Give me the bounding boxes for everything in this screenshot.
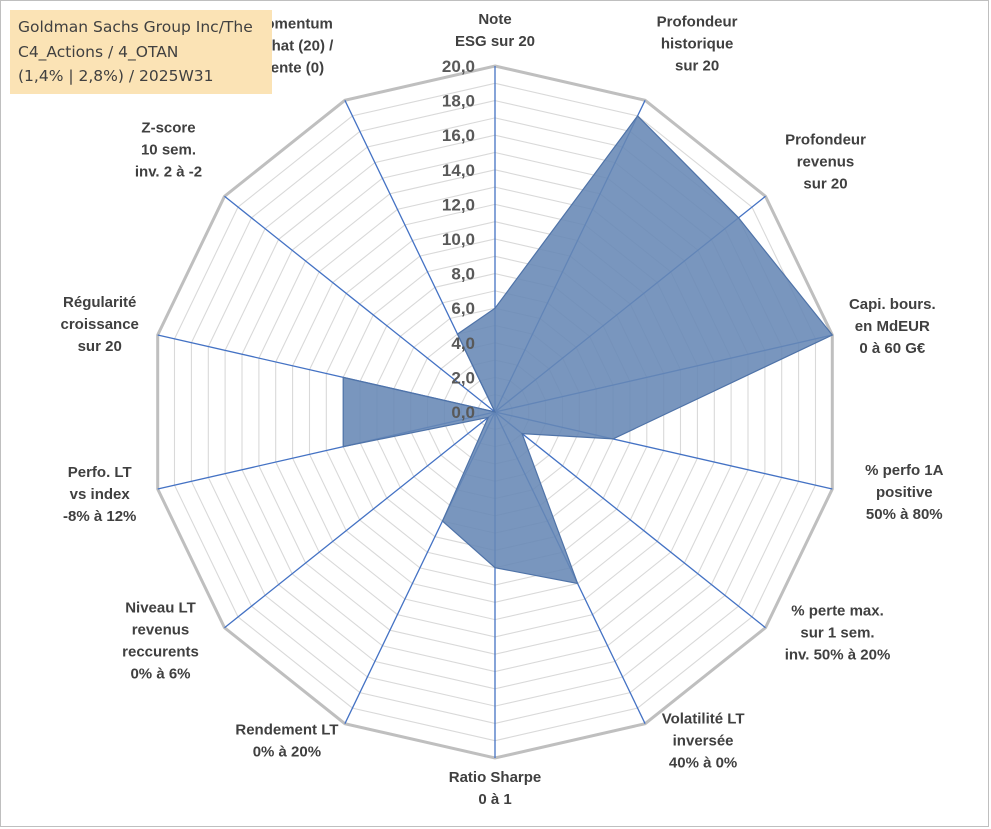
tick-label: 16,0 bbox=[442, 126, 475, 145]
axis-label-line: % perfo 1A bbox=[865, 462, 944, 479]
tick-label: 20,0 bbox=[442, 57, 475, 76]
axis-labels: Note ESG sur 20 Profondeur historique sur 20… bbox=[61, 11, 944, 808]
axis-label-line: sur 20 bbox=[78, 338, 122, 355]
axis-label-line: inv. 2 à -2 bbox=[135, 163, 202, 180]
axis-label: Z-score 10 sem. inv. 2 à -2 bbox=[135, 119, 202, 180]
tick-label: 12,0 bbox=[442, 195, 475, 214]
axis-label-line: revenus bbox=[132, 622, 190, 639]
radar-series bbox=[342, 114, 834, 585]
axis-label: % perte max. sur 1 sem. inv. 50% à 20% bbox=[785, 603, 891, 664]
axis-label-line: % perte max. bbox=[791, 603, 884, 620]
axis-label-line: croissance bbox=[61, 316, 139, 333]
axis-label-line: 0 à 1 bbox=[478, 791, 511, 808]
axis-label-line: sur 1 sem. bbox=[800, 625, 874, 642]
axis-label: Rendement LT 0% à 20% bbox=[235, 722, 338, 761]
axis-label-line: Niveau LT bbox=[125, 600, 196, 617]
axis-label: Capi. bours. en MdEUR 0 à 60 G€ bbox=[849, 296, 936, 357]
axis-label-line: en MdEUR bbox=[855, 318, 930, 335]
axis-label-line: Ratio Sharpe bbox=[449, 769, 542, 786]
title-line: Goldman Sachs Group Inc/The bbox=[18, 18, 253, 36]
axis-label: Régularité croissance sur 20 bbox=[61, 294, 139, 355]
axis-label-line: Z-score bbox=[141, 119, 195, 136]
axis-label: Profondeur revenus sur 20 bbox=[785, 131, 866, 192]
title-line: C4_Actions / 4_OTAN bbox=[18, 42, 179, 61]
chart-title-box: Goldman Sachs Group Inc/The C4_Actions /… bbox=[10, 10, 272, 94]
axis-label-line: Momentum bbox=[253, 15, 333, 32]
axis-label: Volatilité LT inversée 40% à 0% bbox=[662, 711, 745, 772]
axis-label: % perfo 1A positive 50% à 80% bbox=[865, 462, 944, 523]
tick-label: 14,0 bbox=[442, 161, 475, 180]
axis-label-line: Rendement LT bbox=[235, 722, 338, 739]
axis-label-line: 50% à 80% bbox=[866, 506, 943, 523]
axis-label-line: 0% à 20% bbox=[253, 744, 321, 761]
axis-label-line: 0% à 6% bbox=[130, 666, 190, 683]
tick-label: 0,0 bbox=[451, 403, 475, 422]
axis-label-line: Achat (20) / bbox=[252, 37, 334, 54]
axis-label-line: Régularité bbox=[63, 294, 136, 311]
axis-label: Ratio Sharpe 0 à 1 bbox=[449, 769, 542, 808]
axis-label-line: 40% à 0% bbox=[669, 755, 737, 772]
title-line: (1,4% | 2,8%) / 2025W31 bbox=[18, 67, 214, 85]
axis-label-line: positive bbox=[876, 484, 933, 501]
axis-label-line: Note bbox=[478, 11, 511, 28]
axis-label-line: 10 sem. bbox=[141, 141, 196, 158]
axis-label: Momentum Achat (20) / Vente (0) bbox=[252, 15, 334, 76]
axis-label-line: sur 20 bbox=[675, 57, 719, 74]
axis-spoke bbox=[224, 411, 496, 629]
axis-label-line: vs index bbox=[70, 486, 131, 503]
axis-label: Perfo. LT vs index -8% à 12% bbox=[63, 464, 136, 525]
axis-label-line: Perfo. LT bbox=[68, 464, 132, 481]
radial-tick-labels: 0,0 2,0 4,0 6,0 8,0 10,0 12,0 14,0 16,0 18,0 20,0 bbox=[442, 57, 475, 422]
axis-label-line: sur 20 bbox=[803, 175, 847, 192]
axis-label: Note ESG sur 20 bbox=[455, 11, 535, 50]
tick-label: 4,0 bbox=[451, 334, 475, 353]
axis-label-line: Capi. bours. bbox=[849, 296, 936, 313]
axis-label-line: inv. 50% à 20% bbox=[785, 647, 891, 664]
axis-label-line: Profondeur bbox=[657, 13, 738, 30]
tick-label: 6,0 bbox=[451, 299, 475, 318]
tick-label: 2,0 bbox=[451, 368, 475, 387]
axis-label: Profondeur historique sur 20 bbox=[657, 13, 738, 74]
axis-label-line: Profondeur bbox=[785, 131, 866, 148]
axis-label-line: -8% à 12% bbox=[63, 508, 136, 525]
axis-label-line: ESG sur 20 bbox=[455, 33, 535, 50]
tick-label: 18,0 bbox=[442, 92, 475, 111]
axis-spoke bbox=[224, 195, 496, 413]
axis-label-line: inversée bbox=[673, 733, 734, 750]
axis-label-line: revenus bbox=[797, 153, 855, 170]
tick-label: 10,0 bbox=[442, 230, 475, 249]
series-area bbox=[342, 114, 834, 585]
axis-label-line: reccurents bbox=[122, 644, 199, 661]
axis-label-line: 0 à 60 G€ bbox=[859, 340, 926, 357]
axis-label-line: historique bbox=[661, 35, 734, 52]
axis-spoke bbox=[494, 411, 766, 629]
axis-label-line: Vente (0) bbox=[262, 59, 325, 76]
axis-label: Niveau LT revenus reccurents 0% à 6% bbox=[122, 600, 199, 683]
tick-label: 8,0 bbox=[451, 265, 475, 284]
axis-label-line: Volatilité LT bbox=[662, 711, 745, 728]
